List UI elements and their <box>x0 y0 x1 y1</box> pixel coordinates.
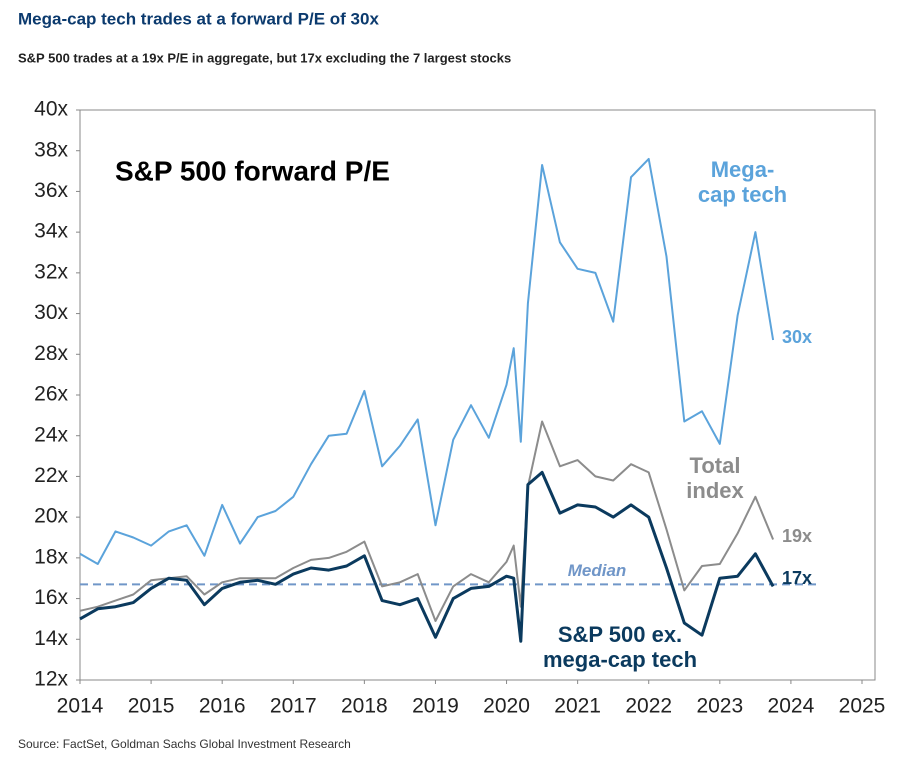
y-tick-label: 38x <box>34 138 68 161</box>
x-tick-label: 2021 <box>554 695 601 718</box>
series-label: Mega-cap tech <box>697 157 788 207</box>
x-tick-label: 2017 <box>270 695 317 718</box>
x-tick-label: 2022 <box>625 695 672 718</box>
y-tick-label: 20x <box>34 505 68 528</box>
series-label: S&P 500 ex. mega-cap tech <box>542 622 698 672</box>
y-tick-label: 18x <box>34 545 68 568</box>
y-tick-label: 28x <box>34 342 68 365</box>
y-tick-label: 22x <box>34 464 68 487</box>
y-tick-label: 30x <box>34 301 68 324</box>
y-tick-label: 14x <box>34 627 68 650</box>
y-tick-label: 34x <box>34 220 68 243</box>
x-tick-label: 2020 <box>483 695 530 718</box>
x-tick-label: 2025 <box>839 695 886 718</box>
series-line <box>79 470 775 643</box>
y-tick-label: 16x <box>34 586 68 609</box>
y-tick-label: 12x <box>34 668 68 691</box>
x-tick-label: 2014 <box>57 695 104 718</box>
y-tick-label: 32x <box>34 260 68 283</box>
x-tick-label: 2018 <box>341 695 388 718</box>
source: Source: FactSet, Goldman Sachs Global In… <box>18 737 351 751</box>
y-tick-label: 26x <box>34 383 68 406</box>
chart-subtitle: S&P 500 trades at a 19x P/E in aggregate… <box>18 50 511 65</box>
end-label: 19x <box>782 526 812 546</box>
y-tick-label: 36x <box>34 179 68 202</box>
median-label: Median <box>568 561 627 580</box>
series-label: Total index <box>686 453 744 503</box>
x-tick-label: 2015 <box>128 695 175 718</box>
chart-label: S&P 500 forward P/E <box>115 155 390 186</box>
end-label: 17x <box>782 568 812 588</box>
series-line <box>79 420 775 622</box>
series-line <box>79 157 775 565</box>
y-tick-label: 40x <box>34 98 68 121</box>
chart-title: Mega-cap tech trades at a forward P/E of… <box>18 9 379 28</box>
y-tick-label: 24x <box>34 423 68 446</box>
x-tick-label: 2024 <box>768 695 815 718</box>
x-tick-label: 2016 <box>199 695 246 718</box>
x-tick-label: 2023 <box>696 695 743 718</box>
end-label: 30x <box>782 327 812 347</box>
x-tick-label: 2019 <box>412 695 459 718</box>
